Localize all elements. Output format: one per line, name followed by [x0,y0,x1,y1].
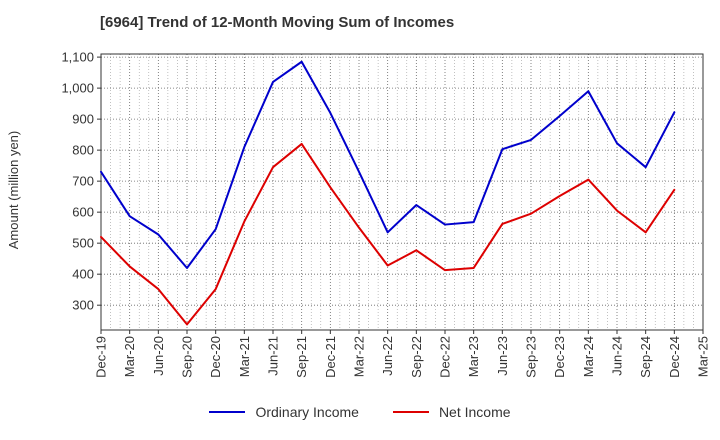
x-tick-label: Jun-21 [266,336,281,376]
y-axis-label: Amount (million yen) [6,131,21,250]
x-tick-label: Mar-23 [466,336,481,377]
x-tick-label: Dec-22 [438,336,453,378]
legend-swatch-ordinary-income [209,411,246,413]
legend-item-net-income: Net Income [392,404,511,420]
x-tick-label: Sep-24 [638,336,653,378]
x-tick-label: Mar-24 [581,336,596,377]
x-tick-label: Dec-24 [667,336,682,378]
y-tick-label: 400 [72,267,94,282]
x-tick-label: Jun-20 [151,336,166,376]
legend-label-net-income: Net Income [438,404,511,420]
y-tick-label: 1,100 [61,50,94,65]
legend-label-ordinary-income: Ordinary Income [255,404,359,420]
y-tick-label: 600 [72,205,94,220]
y-tick-label: 800 [72,143,94,158]
y-tick-label: 1,000 [61,81,94,96]
series-line-ordinary-income [100,60,676,269]
x-tick-label: Jun-22 [380,336,395,376]
y-tick-label: 900 [72,112,94,127]
axis-layer: 300 400 500 600 700 800 900 1,000 1,100 Dec-19 Mar… [61,50,710,378]
legend-item-ordinary-income: Ordinary Income [209,404,359,420]
grid-layer [100,54,704,330]
x-tick-label: Dec-21 [323,336,338,378]
x-tick-label: Mar-20 [122,336,137,377]
x-tick-label: Jun-23 [495,336,510,376]
x-tick-label: Sep-21 [294,336,309,378]
x-tick-label: Mar-21 [237,336,252,377]
x-tick-label: Dec-20 [208,336,223,378]
series-line-net-income [100,142,676,326]
chart-title: [6964] Trend of 12-Month Moving Sum of I… [100,14,455,31]
series-layer [100,60,676,326]
plot-area-border [100,53,704,331]
x-tick-label: Dec-23 [552,336,567,378]
x-tick-label: Sep-20 [180,336,195,378]
legend: Ordinary Income Net Income [0,404,720,420]
x-tick-label: Dec-19 [94,336,109,378]
x-tick-label: Mar-22 [352,336,367,377]
y-tick-label: 500 [72,236,94,251]
x-tick-label: Mar-25 [696,336,711,377]
x-tick-label: Sep-22 [409,336,424,378]
y-tick-label: 300 [72,298,94,313]
x-tick-label: Sep-23 [524,336,539,378]
y-tick-label: 700 [72,174,94,189]
legend-swatch-net-income [392,411,429,413]
x-tick-label: Jun-24 [610,336,625,376]
